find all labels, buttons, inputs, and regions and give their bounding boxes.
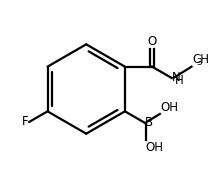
Text: H: H bbox=[175, 74, 184, 87]
Text: CH: CH bbox=[192, 53, 209, 66]
Text: F: F bbox=[22, 115, 29, 128]
Text: N: N bbox=[172, 71, 181, 84]
Text: 3: 3 bbox=[197, 58, 202, 67]
Text: OH: OH bbox=[160, 101, 178, 114]
Text: OH: OH bbox=[145, 141, 163, 154]
Text: O: O bbox=[147, 35, 157, 48]
Text: B: B bbox=[145, 116, 153, 129]
